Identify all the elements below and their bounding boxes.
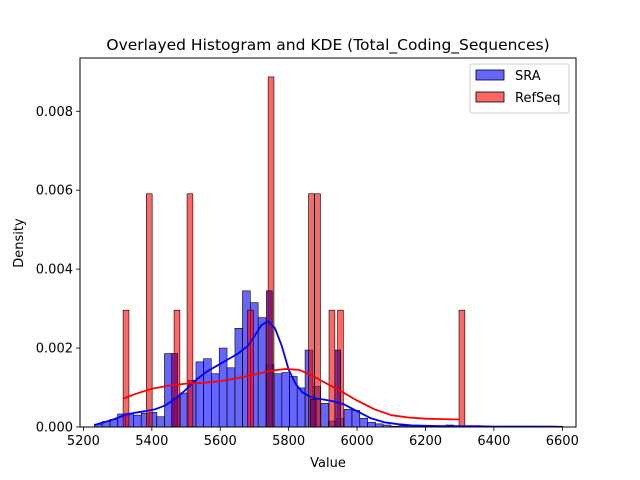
bar-sra-35 xyxy=(367,421,376,428)
x-axis-label: Value xyxy=(310,456,346,471)
bar-refseq-6 xyxy=(308,193,315,428)
bar-sra-8 xyxy=(156,416,165,428)
y-tick-label-0: 0.000 xyxy=(36,421,73,436)
x-tick-label-6: 6400 xyxy=(477,434,510,449)
y-axis-label: Density xyxy=(12,218,27,268)
legend-swatch-sra xyxy=(475,69,505,81)
bar-refseq-7 xyxy=(314,193,321,428)
bar-sra-5 xyxy=(133,414,142,428)
x-tick-label-5: 6200 xyxy=(409,434,442,449)
y-tick-label-1: 0.002 xyxy=(36,342,73,357)
y-axis: 0.000 0.002 0.004 0.006 0.008 xyxy=(36,105,80,436)
legend-label-refseq: RefSeq xyxy=(515,91,561,106)
plot-frame xyxy=(79,57,577,428)
x-tick-label-1: 5400 xyxy=(135,434,168,449)
legend-swatch-refseq xyxy=(475,91,505,103)
bar-refseq-overlap-1 xyxy=(266,290,273,428)
x-tick-label-2: 5600 xyxy=(204,434,237,449)
bar-refseq-8 xyxy=(328,309,336,428)
bar-sra-17 xyxy=(226,367,236,428)
bar-refseq-overlap-2 xyxy=(309,399,317,428)
y-tick-label-4: 0.008 xyxy=(36,105,73,120)
bar-sra-32 xyxy=(343,408,353,428)
kde-lines-group xyxy=(94,320,556,428)
x-tick-label-0: 5200 xyxy=(67,434,100,449)
bar-sra-34 xyxy=(359,418,368,428)
bar-refseq-1 xyxy=(146,193,153,428)
chart-title: Overlayed Histogram and KDE (Total_Codin… xyxy=(106,36,549,55)
legend: SRA RefSeq xyxy=(469,63,570,114)
bar-sra-13 xyxy=(195,361,205,428)
legend-label-sra: SRA xyxy=(515,69,541,84)
bar-refseq-3 xyxy=(186,193,194,428)
bar-sra-29 xyxy=(320,403,329,428)
bar-sra-24 xyxy=(281,372,290,428)
x-axis: 5200 5400 5600 5800 6000 6200 6400 6600 xyxy=(67,427,579,449)
bar-sra-9 xyxy=(164,353,173,428)
bar-refseq-4 xyxy=(247,309,254,428)
bar-refseq-10 xyxy=(458,309,466,428)
x-tick-label-3: 5800 xyxy=(272,434,305,449)
kde-line-refseq xyxy=(122,368,460,421)
y-tick-label-3: 0.006 xyxy=(36,184,73,199)
x-tick-label-4: 6000 xyxy=(341,434,374,449)
bar-sra-23 xyxy=(273,373,283,428)
y-tick-label-2: 0.004 xyxy=(36,263,73,278)
bar-refseq-overlap-0 xyxy=(171,353,178,428)
bar-refseq-0 xyxy=(122,309,130,428)
x-tick-label-7: 6600 xyxy=(546,434,579,449)
